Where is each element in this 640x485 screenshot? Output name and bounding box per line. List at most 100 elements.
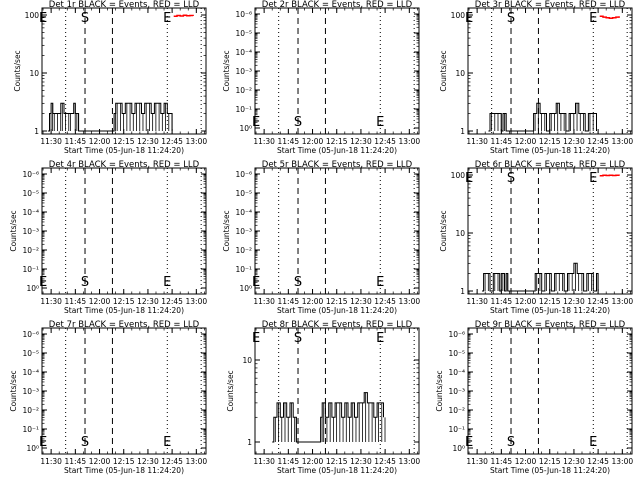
x-tick-label: 13:00: [399, 457, 421, 466]
x-tick-label: 12:00: [302, 297, 324, 306]
plot-frame: [254, 7, 420, 135]
event-marker-s: S: [507, 11, 515, 26]
y-tick-label: 10⁻³: [448, 387, 465, 396]
y-tick-label: 10⁻⁶: [235, 10, 252, 19]
x-tick-label: 12:45: [374, 457, 396, 466]
panel-det-4: Det 4r BLACK = Events, RED = LLD 10⁰ 10⁻¹ 1…: [9, 160, 207, 315]
y-tick-label: 10: [455, 69, 465, 78]
x-axis-label: Start Time (05-Jun-18 11:24:20): [64, 466, 184, 475]
x-tick-label: 12:30: [137, 297, 159, 306]
x-tick-label: 11:30: [40, 137, 62, 146]
event-marker-e: E: [376, 115, 384, 130]
y-tick-label: 10⁻³: [235, 227, 252, 236]
event-marker-e: E: [39, 435, 47, 450]
x-tick-label: 11:30: [253, 457, 275, 466]
x-tick-label: 11:45: [65, 457, 87, 466]
x-tick-label: 11:45: [65, 137, 87, 146]
y-tick-label: 10⁻⁴: [22, 208, 39, 217]
x-tick-label: 11:45: [278, 297, 300, 306]
x-tick-label: 11:45: [491, 137, 513, 146]
y-tick-label: 10⁻²: [22, 246, 39, 255]
y-axis-label: Counts/sec: [226, 370, 235, 411]
x-tick-label: 11:45: [278, 137, 300, 146]
y-tick-label: 10⁰: [26, 444, 39, 453]
x-tick-label: 12:15: [326, 137, 348, 146]
x-tick-label: 11:30: [253, 297, 275, 306]
panel-det-1: Det 1r BLACK = Events, RED = LLD 1 10 100 Co…: [13, 0, 207, 155]
series-line-events: [47, 102, 173, 132]
plot-frame: [41, 167, 207, 295]
y-axis-label: Counts/sec: [222, 50, 231, 91]
y-tick-label: 10⁻⁴: [448, 368, 465, 377]
event-marker-e: E: [252, 331, 260, 346]
y-tick-label: 10⁻⁶: [235, 170, 252, 179]
event-marker-e: E: [163, 11, 171, 26]
y-tick-label: 10⁻³: [22, 227, 39, 236]
panel-title: Det 3r BLACK = Events, RED = LLD: [475, 0, 626, 10]
x-tick-label: 12:00: [515, 457, 537, 466]
x-tick-label: 12:30: [137, 457, 159, 466]
panel-title: Det 8r BLACK = Events, RED = LLD: [262, 320, 413, 330]
event-marker-s: S: [294, 275, 302, 290]
x-tick-label: 12:30: [350, 297, 372, 306]
panel-title: Det 2r BLACK = Events, RED = LLD: [262, 0, 413, 10]
y-tick-label: 100: [451, 171, 466, 180]
y-axis-label: Counts/sec: [439, 210, 448, 251]
y-tick-label: 10⁻⁴: [235, 208, 252, 217]
y-tick-label: 10⁻¹: [448, 425, 465, 434]
x-tick-label: 12:00: [302, 457, 324, 466]
x-tick-label: 12:30: [563, 457, 585, 466]
x-tick-label: 12:00: [515, 137, 537, 146]
y-tick-label: 10⁰: [239, 124, 252, 133]
event-marker-e: E: [376, 275, 384, 290]
y-axis-label: Counts/sec: [439, 50, 448, 91]
panel-det-5: Det 5r BLACK = Events, RED = LLD 10⁰ 10⁻¹ 1…: [222, 160, 420, 315]
x-axis-label: Start Time (05-Jun-18 11:24:20): [64, 306, 184, 315]
x-tick-label: 13:00: [186, 457, 208, 466]
x-axis-label: Start Time (05-Jun-18 11:24:20): [277, 146, 397, 155]
y-axis-label: Counts/sec: [9, 210, 18, 251]
x-axis-label: Start Time (05-Jun-18 11:24:20): [490, 306, 610, 315]
y-tick-label: 10⁻²: [448, 406, 465, 415]
event-marker-e: E: [465, 11, 473, 26]
y-tick-label: 10⁰: [26, 284, 39, 293]
x-tick-label: 11:45: [65, 297, 87, 306]
y-tick-label: 10⁻⁴: [235, 48, 252, 57]
x-tick-label: 12:15: [113, 297, 135, 306]
panel-det-2: Det 2r BLACK = Events, RED = LLD 10⁰ 10⁻¹ 1…: [222, 0, 420, 155]
x-tick-label: 12:45: [374, 297, 396, 306]
x-tick-label: 12:45: [374, 137, 396, 146]
x-tick-label: 12:15: [539, 297, 561, 306]
x-tick-label: 12:15: [113, 457, 135, 466]
x-tick-label: 11:30: [466, 457, 488, 466]
panel-det-7: Det 7r BLACK = Events, RED = LLD 10⁰ 10⁻¹ 1…: [9, 320, 207, 475]
y-tick-label: 1: [460, 127, 465, 136]
y-axis-label: Counts/sec: [222, 210, 231, 251]
event-marker-e: E: [252, 115, 260, 130]
event-marker-s: S: [507, 171, 515, 186]
x-tick-label: 11:30: [466, 137, 488, 146]
series-line-lld: [173, 14, 194, 18]
y-tick-label: 10⁻²: [22, 406, 39, 415]
y-tick-label: 10⁰: [452, 444, 465, 453]
x-axis-label: Start Time (05-Jun-18 11:24:20): [277, 466, 397, 475]
y-tick-label: 10⁻⁶: [448, 330, 465, 339]
panel-title: Det 1r BLACK = Events, RED = LLD: [49, 0, 200, 10]
y-tick-label: 10⁻¹: [235, 105, 252, 114]
x-tick-label: 11:30: [253, 137, 275, 146]
x-tick-label: 11:45: [491, 297, 513, 306]
x-tick-label: 13:00: [612, 137, 634, 146]
panel-det-3: Det 3r BLACK = Events, RED = LLD 1 10 100 Co…: [439, 0, 633, 155]
y-tick-label: 100: [25, 11, 40, 20]
panel-title: Det 4r BLACK = Events, RED = LLD: [49, 160, 200, 170]
event-marker-e: E: [465, 435, 473, 450]
y-axis-label: Counts/sec: [9, 370, 18, 411]
event-marker-s: S: [81, 435, 89, 450]
y-tick-label: 1: [34, 127, 39, 136]
y-tick-label: 10⁻⁵: [22, 189, 39, 198]
x-tick-label: 12:15: [326, 457, 348, 466]
y-tick-label: 10: [242, 356, 252, 365]
event-marker-e: E: [589, 435, 597, 450]
series-line-events: [482, 262, 599, 292]
x-tick-label: 12:00: [302, 137, 324, 146]
